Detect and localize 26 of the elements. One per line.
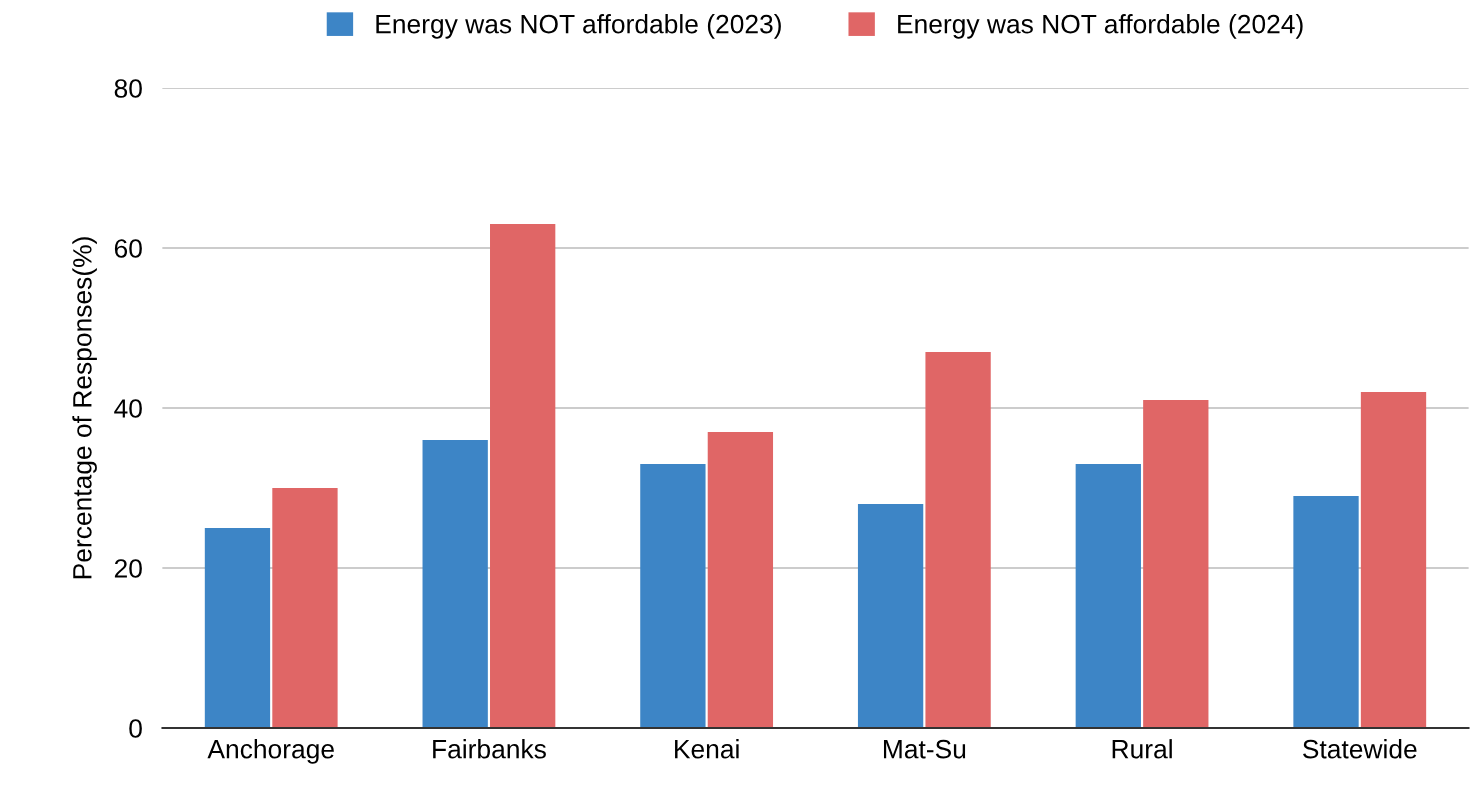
bar	[490, 224, 556, 728]
bar	[422, 440, 488, 728]
bar	[925, 352, 991, 728]
x-tick-label: Fairbanks	[433, 739, 546, 759]
x-tick-label: Statewide	[1303, 739, 1417, 759]
y-tick-label: 0	[129, 719, 142, 738]
y-axis-title: Percentage of Responses(%)	[72, 237, 97, 579]
bar	[857, 504, 924, 728]
x-tick-label: Kenai	[675, 739, 739, 759]
bar	[1293, 496, 1359, 728]
y-tick-label: 20	[114, 559, 142, 578]
bar	[1075, 464, 1141, 728]
bar	[707, 432, 774, 728]
bar	[272, 488, 338, 728]
y-tick-label: 40	[114, 399, 142, 418]
y-tick-label: 60	[114, 239, 142, 258]
bar	[1360, 392, 1427, 728]
y-tick-label: 80	[114, 79, 142, 98]
x-tick-label: Rural	[1112, 739, 1172, 759]
bar	[640, 464, 706, 728]
legend-label: Energy was NOT affordable (2024)	[898, 14, 1303, 39]
x-tick-label: Anchorage	[207, 739, 334, 764]
x-tick-label: Mat-Su	[883, 739, 966, 759]
bar	[1143, 400, 1209, 728]
legend-label: Energy was NOT affordable (2023)	[376, 14, 781, 39]
bar	[204, 528, 271, 728]
